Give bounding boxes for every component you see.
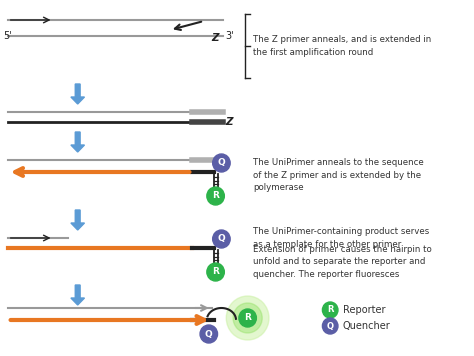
Text: 3': 3' (225, 31, 234, 41)
Text: Z: Z (212, 33, 219, 43)
Text: Z: Z (225, 117, 233, 127)
Circle shape (322, 302, 338, 318)
Circle shape (200, 325, 218, 343)
Circle shape (239, 309, 256, 327)
Circle shape (322, 318, 338, 334)
Text: The UniPrimer-containing product serves
as a template for the other primer: The UniPrimer-containing product serves … (254, 227, 430, 249)
FancyArrow shape (71, 285, 84, 305)
Circle shape (207, 187, 224, 205)
FancyArrow shape (71, 210, 84, 230)
Text: Q: Q (218, 235, 225, 244)
Text: Extension of primer causes the hairpin to
unfold and to separate the reporter an: Extension of primer causes the hairpin t… (254, 245, 432, 279)
Text: Q: Q (327, 321, 334, 330)
Text: 5': 5' (3, 31, 12, 41)
Text: Quencher: Quencher (343, 321, 391, 331)
Circle shape (207, 263, 224, 281)
Circle shape (213, 154, 230, 172)
Circle shape (213, 230, 230, 248)
Text: The Z primer anneals, and is extended in
the first amplification round: The Z primer anneals, and is extended in… (254, 35, 432, 57)
Text: Q: Q (205, 330, 213, 339)
Text: The UniPrimer anneals to the sequence
of the Z primer and is extended by the
pol: The UniPrimer anneals to the sequence of… (254, 158, 424, 192)
FancyArrow shape (71, 84, 84, 104)
FancyArrow shape (71, 132, 84, 152)
Text: R: R (212, 192, 219, 200)
Text: R: R (244, 314, 251, 323)
Text: Q: Q (218, 158, 225, 168)
Text: Reporter: Reporter (343, 305, 385, 315)
Text: R: R (327, 305, 333, 314)
Text: R: R (212, 267, 219, 277)
Circle shape (226, 296, 269, 340)
Circle shape (233, 303, 262, 333)
